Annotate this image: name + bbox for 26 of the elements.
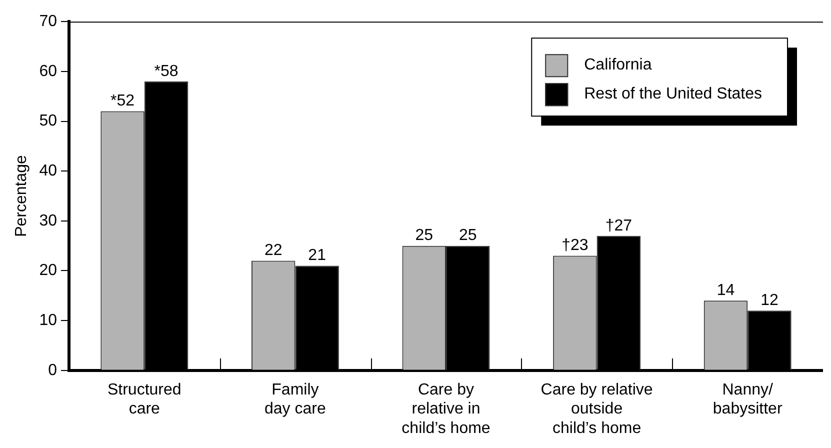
y-tick-label: 40 — [39, 162, 58, 180]
data-label: †27 — [605, 217, 632, 234]
data-label: †23 — [562, 237, 588, 254]
data-label: *58 — [154, 62, 178, 80]
legend-label: Rest of the United States — [584, 86, 762, 103]
y-tick-label: 60 — [39, 62, 58, 80]
y-tick-label: 50 — [39, 112, 58, 130]
x-tick-label: Family day care — [264, 381, 326, 418]
y-tick-label: 10 — [39, 312, 58, 329]
x-tick-label: Nanny/ babysitter — [712, 381, 783, 418]
legend-label: California — [584, 56, 652, 74]
data-label: *52 — [110, 92, 135, 110]
data-label: 25 — [458, 227, 477, 244]
x-tick-label: Structured care — [107, 381, 182, 418]
y-tick-label: 20 — [39, 262, 58, 280]
x-tick-label: Care by relative outside child’s home — [540, 381, 653, 437]
data-label: 21 — [308, 247, 326, 264]
data-label: 22 — [264, 242, 282, 260]
data-label: 25 — [415, 227, 434, 244]
y-tick-label: 0 — [48, 362, 58, 379]
x-tick-label: Care by relative in child’s home — [402, 381, 490, 437]
y-tick-label: 70 — [39, 13, 58, 30]
data-label: 12 — [760, 292, 778, 310]
y-axis-title: Percentage — [13, 154, 30, 237]
data-label: 14 — [716, 282, 735, 300]
y-tick-label: 30 — [39, 212, 58, 230]
